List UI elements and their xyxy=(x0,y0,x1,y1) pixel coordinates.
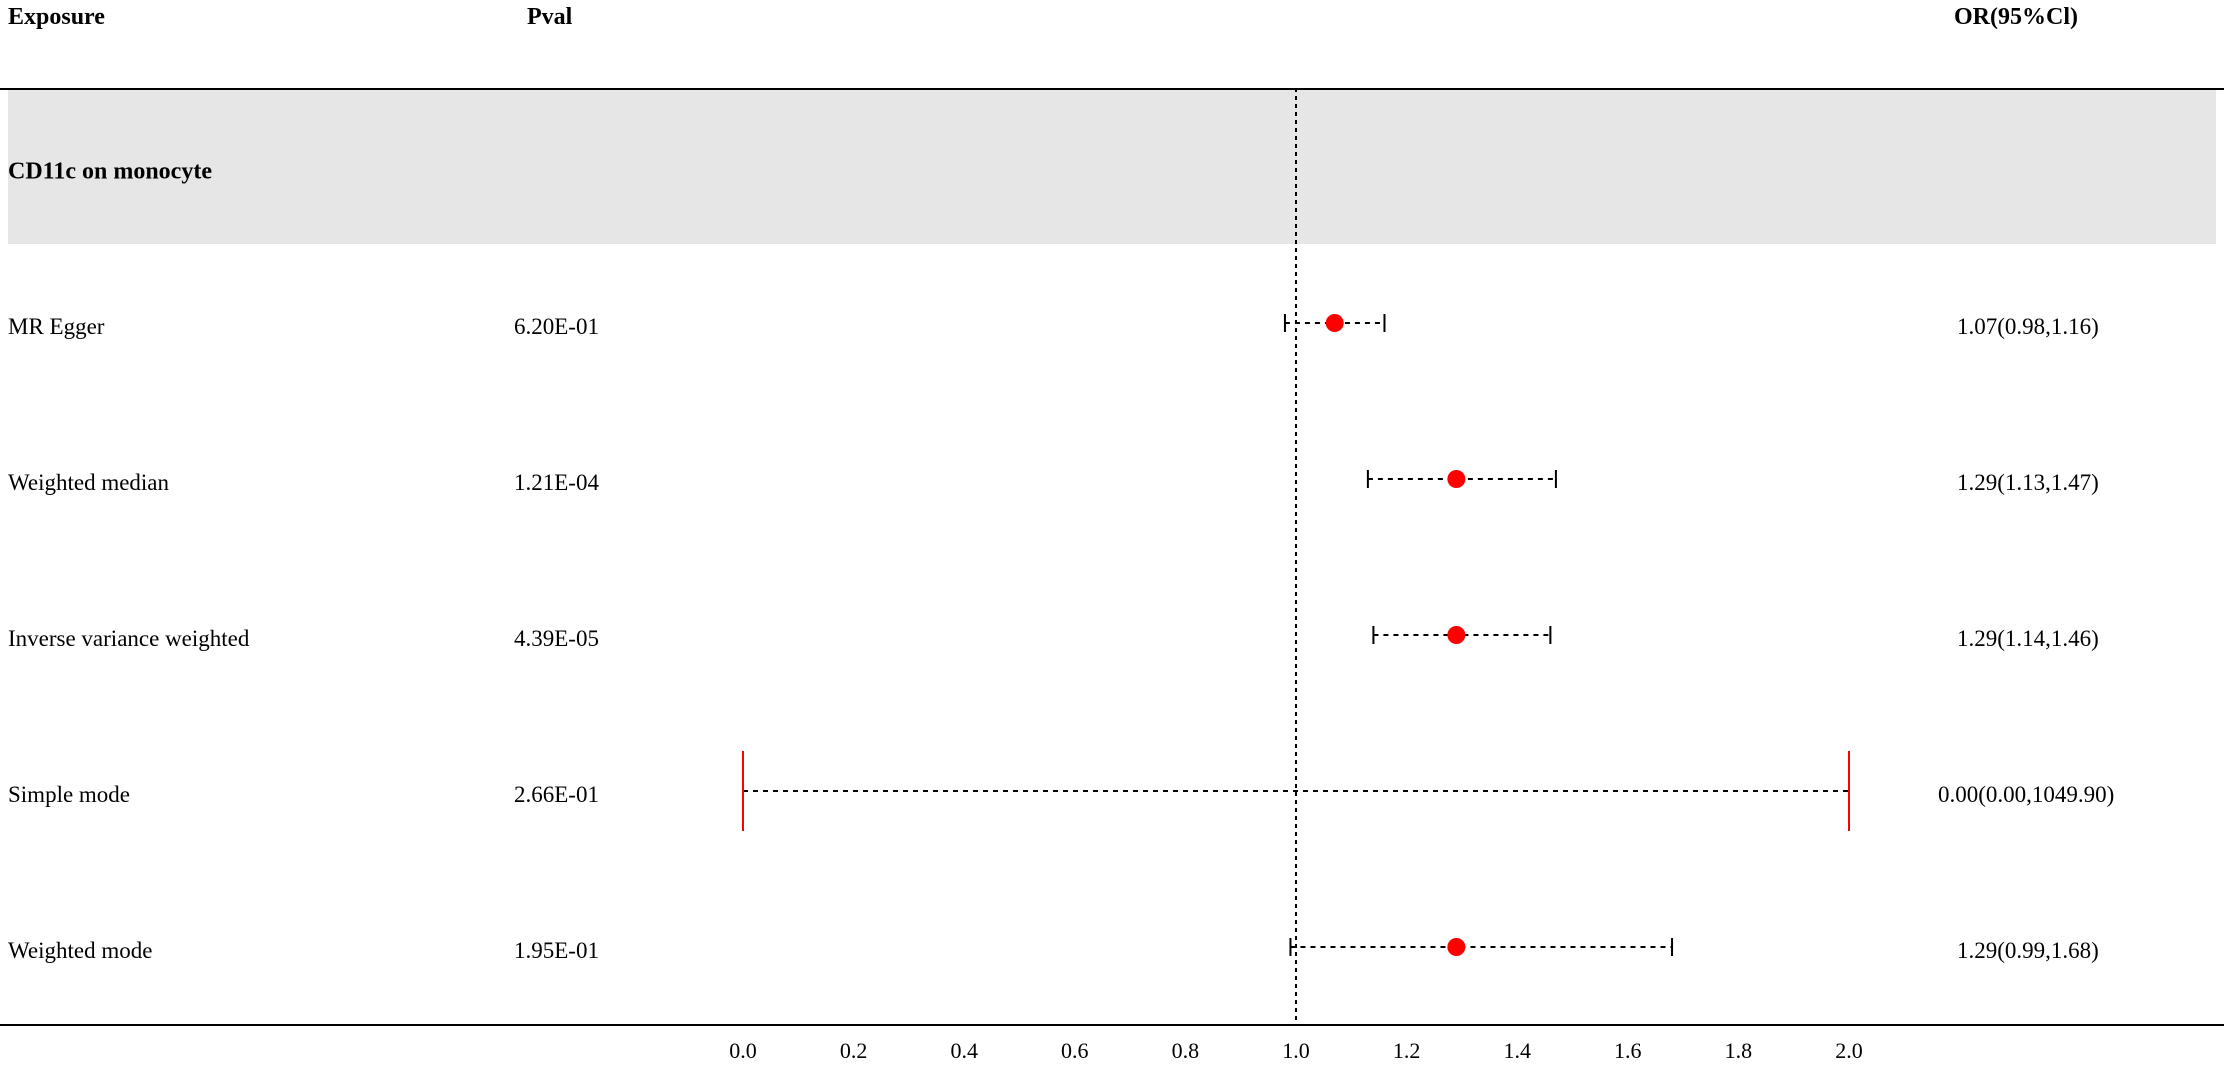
row-or: 1.29(1.14,1.46) xyxy=(1957,626,2099,651)
x-tick-label: 1.8 xyxy=(1725,1038,1753,1063)
row-or: 1.29(1.13,1.47) xyxy=(1957,470,2099,495)
x-tick-label: 1.2 xyxy=(1393,1038,1421,1063)
group-band xyxy=(8,90,2216,244)
x-tick-label: 0.0 xyxy=(729,1038,757,1063)
x-tick-label: 0.2 xyxy=(840,1038,868,1063)
x-tick-label: 1.4 xyxy=(1503,1038,1531,1063)
x-tick-label: 0.6 xyxy=(1061,1038,1089,1063)
row-pval: 1.95E-01 xyxy=(514,938,599,963)
group-label: CD11c on monocyte xyxy=(8,158,212,185)
row-or: 1.07(0.98,1.16) xyxy=(1957,314,2099,339)
x-tick-label: 1.0 xyxy=(1282,1038,1310,1063)
row-method: Simple mode xyxy=(8,782,131,807)
x-tick-label: 0.8 xyxy=(1172,1038,1200,1063)
row-pval: 1.21E-04 xyxy=(514,470,599,495)
row-method: MR Egger xyxy=(8,314,105,339)
row-method: Weighted mode xyxy=(8,938,153,963)
header-rule xyxy=(0,88,2224,90)
or-point xyxy=(1447,938,1466,956)
row-pval: 2.66E-01 xyxy=(514,782,599,807)
or-point xyxy=(1447,470,1466,488)
x-tick-label: 0.4 xyxy=(950,1038,978,1063)
row-pval: 6.20E-01 xyxy=(514,314,599,339)
row-or: 1.29(0.99,1.68) xyxy=(1957,938,2099,963)
or-point xyxy=(1447,626,1466,644)
header-pval: Pval xyxy=(527,4,573,30)
x-tick-label: 1.6 xyxy=(1614,1038,1642,1063)
row-pval: 4.39E-05 xyxy=(514,626,599,651)
axis-rule xyxy=(0,1024,2224,1026)
or-point xyxy=(1325,314,1344,332)
row-method: Weighted median xyxy=(8,470,170,495)
x-tick-label: 2.0 xyxy=(1835,1038,1863,1063)
row-method: Inverse variance weighted xyxy=(8,626,250,651)
header-or: OR(95%Cl) xyxy=(1954,4,2078,30)
row-or: 0.00(0.00,1049.90) xyxy=(1938,782,2115,807)
header-exposure: Exposure xyxy=(8,4,105,30)
